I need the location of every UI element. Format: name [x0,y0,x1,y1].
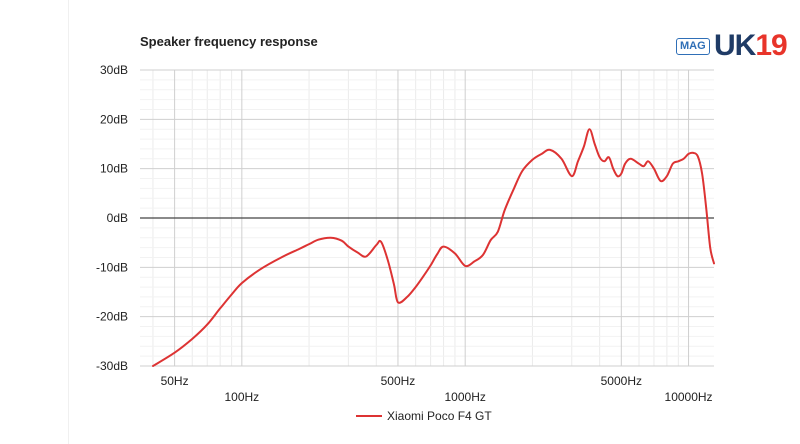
site-logo[interactable]: MAG UK19 [676,28,796,68]
logo-brand-part2: 19 [755,29,787,62]
logo-brand-part1: UK [714,29,756,62]
x-tick-label: 100Hz [224,390,259,404]
x-tick-label: 500Hz [381,374,416,388]
x-tick-label: 5000Hz [601,374,642,388]
y-tick-label: 10dB [100,162,128,176]
legend-label: Xiaomi Poco F4 GT [387,409,492,423]
logo-brand-text: UK19 [714,28,788,64]
series-lines [152,128,715,367]
y-tick-label: 20dB [100,112,128,126]
left-margin-panel [0,0,69,444]
logo-mag-badge: MAG [676,38,710,55]
chart-title: Speaker frequency response [140,34,318,49]
x-tick-label: 10000Hz [665,390,713,404]
y-tick-label: 30dB [100,63,128,77]
y-tick-label: -20dB [96,310,128,324]
x-tick-label: 1000Hz [445,390,486,404]
y-tick-label: 0dB [107,211,128,225]
x-tick-label: 50Hz [161,374,189,388]
y-tick-label: -10dB [96,260,128,274]
y-axis-ticks: 30dB 20dB 10dB 0dB -10dB -20dB -30dB [96,63,128,373]
x-axis-ticks: 50Hz 100Hz 500Hz 1000Hz 5000Hz 10000Hz [161,374,713,404]
series-line [152,128,715,367]
y-tick-label: -30dB [96,359,128,373]
chart-legend[interactable]: Xiaomi Poco F4 GT [356,409,492,423]
grid-lines [140,69,714,367]
